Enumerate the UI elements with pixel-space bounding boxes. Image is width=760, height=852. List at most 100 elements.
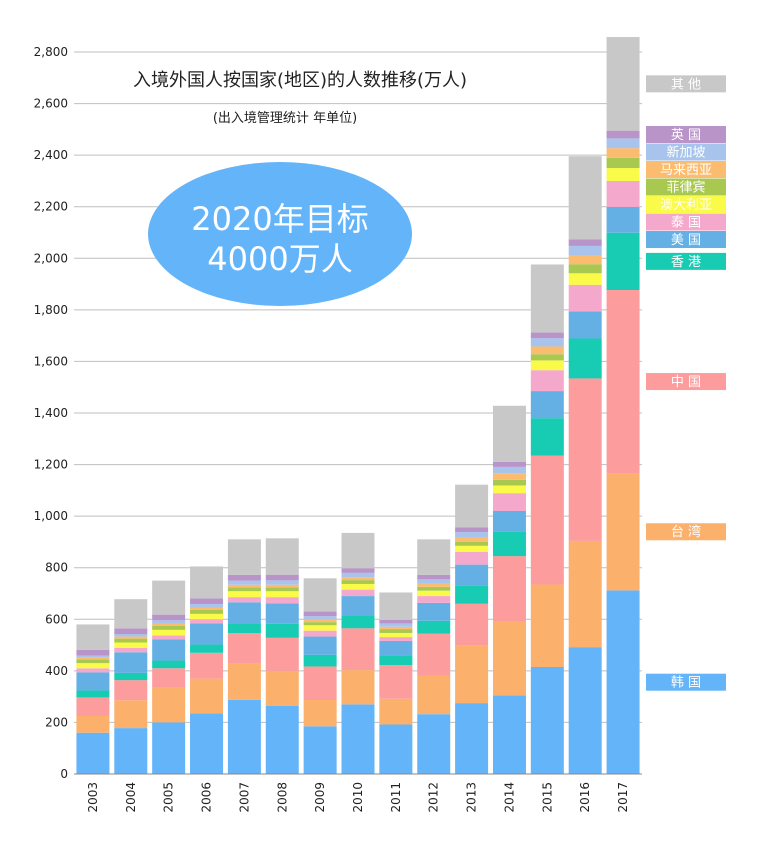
y-tick-label: 2,000 [34, 251, 68, 265]
y-tick-label: 800 [45, 561, 68, 575]
bar-segment [265, 603, 299, 624]
bar-segment [341, 568, 375, 573]
legend-swatch [646, 75, 726, 93]
legend-swatch [646, 523, 726, 541]
x-tick-label: 2008 [275, 782, 289, 813]
bar-segment [114, 647, 148, 653]
bar-segment [341, 580, 375, 584]
x-tick-label: 2013 [465, 782, 479, 813]
legend-swatch [646, 673, 726, 691]
x-tick-label: 2014 [502, 782, 516, 813]
bar-segment [606, 37, 640, 131]
y-tick-label: 2,600 [34, 97, 68, 111]
legend-label: 新加坡 [666, 145, 705, 161]
bar-segment [190, 652, 224, 679]
y-tick-label: 1,800 [34, 303, 68, 317]
bar-segment [341, 628, 375, 671]
bar-segment [227, 539, 261, 575]
bar-segment [76, 672, 110, 691]
y-tick-label: 1,600 [34, 354, 68, 368]
legend-label: 菲律宾 [666, 180, 705, 196]
bar-segment [379, 619, 413, 624]
bar-segment [455, 645, 489, 704]
bar-segment [606, 138, 640, 149]
bar-segment [190, 566, 224, 599]
bar-segment [417, 579, 451, 584]
x-tick-label: 2015 [540, 782, 554, 813]
bar-segment [341, 577, 375, 581]
bar-segment [190, 619, 224, 624]
x-tick-label: 2017 [616, 782, 630, 813]
chart-title: 入境外国人按国家(地区)的人数推移(万人) [133, 70, 467, 91]
legend-swatch [646, 126, 726, 144]
bar-segment [568, 264, 602, 274]
bar-segment [530, 666, 564, 774]
y-tick-label: 1,200 [34, 458, 68, 472]
legend-label: 韩 国 [671, 676, 701, 691]
bar-segment [303, 726, 337, 774]
bar-segment [530, 264, 564, 333]
bar-segment [114, 652, 148, 673]
bar-segment [455, 564, 489, 586]
x-tick-label: 2011 [389, 782, 403, 813]
bar-segment [455, 551, 489, 565]
bar-segment [227, 699, 261, 774]
bar-segment [530, 455, 564, 585]
bar-segment [114, 628, 148, 634]
bar-segment [114, 633, 148, 637]
legend-swatch [646, 373, 726, 391]
bar-segment [303, 616, 337, 620]
bar-segment [303, 619, 337, 623]
y-axis-ticks: 0 200 400 600 800 1,000 1,200 1,400 1,600 1,800 2,… [34, 45, 68, 781]
bar-segment [606, 148, 640, 158]
bar-segment [341, 583, 375, 590]
bar-segment [455, 532, 489, 538]
bar-segment [152, 687, 186, 723]
bar-segment [265, 637, 299, 671]
bar-segment [606, 290, 640, 474]
bar-segment [265, 580, 299, 585]
bar-segment [303, 699, 337, 727]
bar-segment [265, 584, 299, 588]
bar-segment [455, 585, 489, 604]
bar-segment [76, 697, 110, 716]
bar-segment [114, 638, 148, 643]
bar-segment [379, 632, 413, 638]
bar-segment [341, 615, 375, 629]
bar-segment [492, 695, 526, 774]
bar-segment [492, 556, 526, 622]
bar-segment [379, 665, 413, 699]
bar-segment [606, 130, 640, 139]
x-tick-label: 2010 [351, 782, 365, 813]
bar-segment [265, 670, 299, 706]
bar-segment [530, 346, 564, 355]
chart-subtitle: (出入境管理统计 年单位) [213, 111, 357, 126]
bar-segment [303, 654, 337, 667]
bar-segment [417, 596, 451, 603]
legend-swatch [646, 252, 726, 270]
bar-segment [379, 629, 413, 633]
bar-segment [379, 592, 413, 620]
bar-segment [265, 623, 299, 638]
bar-segment [303, 630, 337, 637]
x-tick-label: 2003 [86, 782, 100, 813]
bar-segment [265, 591, 299, 598]
bar-segment [530, 418, 564, 456]
x-axis-ticks: 2003 2004 2005 2006 2007 2008 2009 2010 2011 2012… [86, 782, 630, 813]
bar-segment [568, 245, 602, 256]
legend-swatch [646, 178, 726, 196]
legend-swatch [646, 161, 726, 179]
bar-segment [530, 391, 564, 419]
bar-segment [492, 405, 526, 462]
legend-label: 泰 国 [671, 216, 701, 231]
bar-segment [265, 587, 299, 592]
bar-segment [227, 602, 261, 624]
bar-segment [568, 540, 602, 648]
bar-segment [114, 728, 148, 774]
legend-label: 中 国 [671, 375, 701, 390]
bar-segment [152, 625, 186, 630]
bar-segment [303, 636, 337, 655]
bar-segment [568, 273, 602, 285]
bar-segment [379, 724, 413, 774]
legend-swatch [646, 196, 726, 214]
